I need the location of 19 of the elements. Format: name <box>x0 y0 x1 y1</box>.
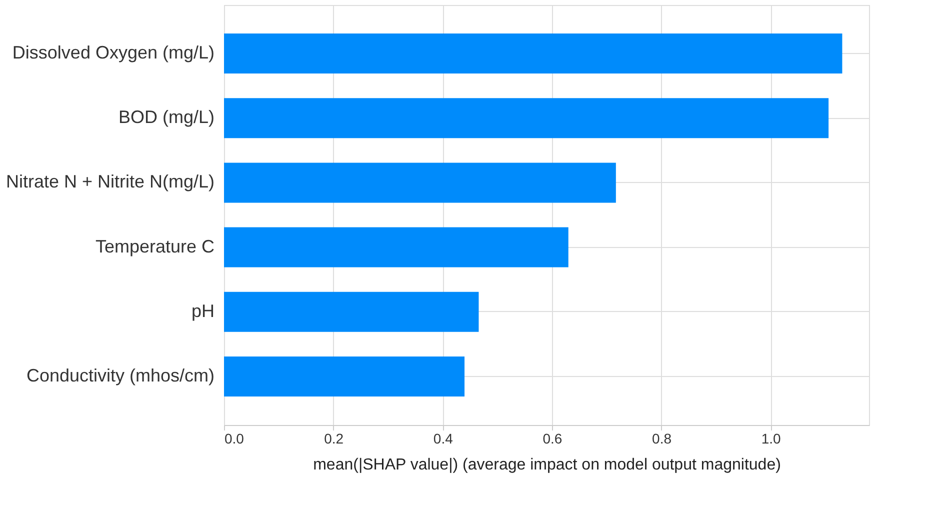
bar <box>224 292 479 332</box>
y-tick-label: BOD (mg/L) <box>118 107 214 128</box>
bar <box>224 33 842 74</box>
x-axis-title: mean(|SHAP value|) (average impact on model output magnitude) <box>313 456 781 474</box>
x-tick-label: 0.6 <box>542 430 562 446</box>
x-tick-label: 0.2 <box>324 430 344 446</box>
x-tick-label: 0.0 <box>224 430 244 446</box>
x-tick-label: 0.4 <box>433 430 454 446</box>
bar <box>224 162 616 203</box>
bar <box>224 356 465 397</box>
y-tick-label: Nitrate N + Nitrite N(mg/L) <box>6 172 214 192</box>
bar <box>224 227 568 268</box>
x-tick-label: 0.8 <box>652 430 672 446</box>
y-tick-label: pH <box>191 300 214 321</box>
y-tick-label: Conductivity (mhos/cm) <box>26 366 214 386</box>
y-tick-label: Dissolved Oxygen (mg/L) <box>12 42 214 62</box>
y-tick-label: Temperature C <box>95 236 214 256</box>
bar <box>224 98 829 138</box>
x-tick-label: 1.0 <box>761 430 782 446</box>
